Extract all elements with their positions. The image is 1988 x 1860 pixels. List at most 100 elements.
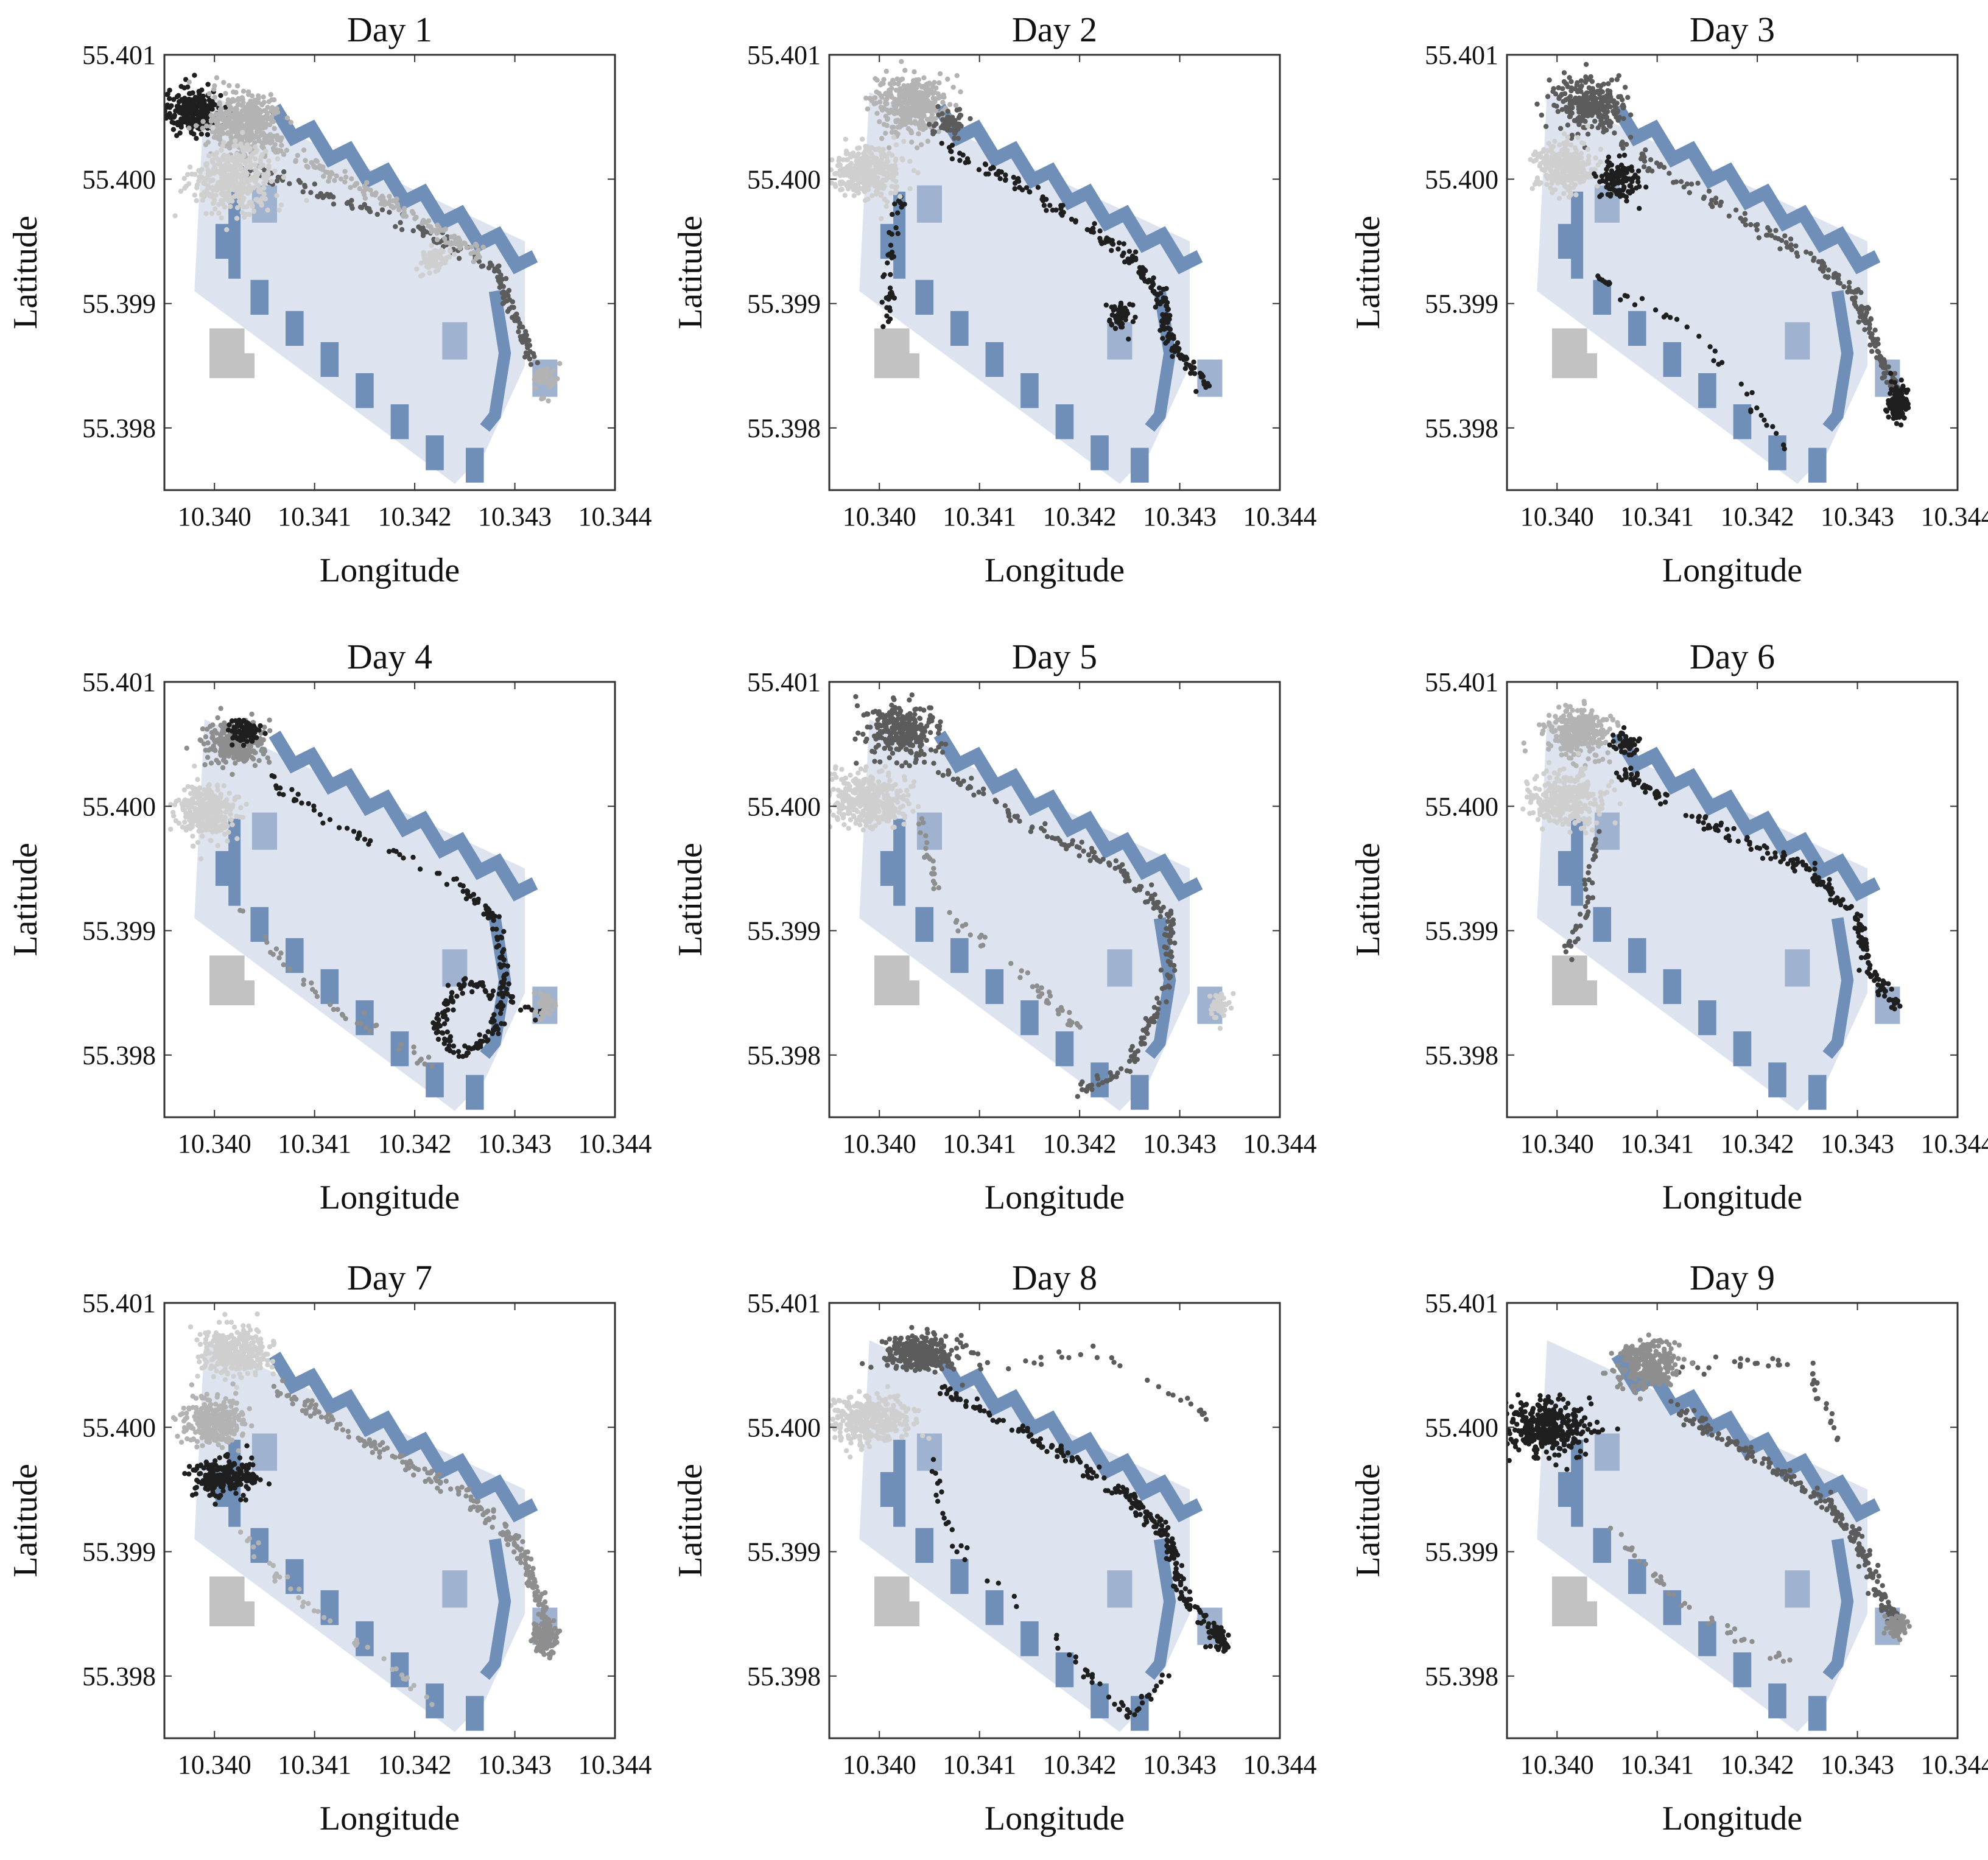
position-point <box>232 194 237 199</box>
position-point <box>490 926 496 932</box>
plot-area <box>164 72 563 484</box>
position-point <box>1571 184 1576 191</box>
position-point <box>895 231 901 236</box>
position-point <box>1103 302 1109 308</box>
position-point <box>445 983 451 988</box>
position-point <box>919 91 925 96</box>
position-point <box>426 218 432 223</box>
position-point <box>314 994 320 999</box>
position-point <box>234 723 240 729</box>
position-point <box>313 164 318 170</box>
position-point <box>178 83 184 89</box>
position-point <box>201 801 207 807</box>
position-point <box>1169 348 1175 353</box>
x-axis-label: Longitude <box>320 1179 460 1216</box>
position-point <box>172 213 178 219</box>
position-point <box>1743 222 1749 228</box>
position-point <box>1850 295 1855 301</box>
position-point <box>1600 277 1605 283</box>
position-point <box>246 751 251 757</box>
pontoon-box <box>442 322 468 360</box>
position-point <box>205 754 211 760</box>
position-point <box>413 214 419 220</box>
position-point <box>1888 379 1894 384</box>
position-point <box>947 102 953 107</box>
position-point <box>272 125 277 132</box>
position-point <box>1712 348 1718 354</box>
position-point <box>1835 279 1841 286</box>
position-point <box>264 133 270 139</box>
x-tick-label: 10.344 <box>578 502 652 532</box>
position-point <box>269 178 274 184</box>
position-point <box>881 186 887 191</box>
position-point <box>1537 163 1542 169</box>
position-point <box>263 149 269 154</box>
position-point <box>1627 190 1633 196</box>
position-point <box>854 158 859 164</box>
position-point <box>842 192 848 198</box>
position-point <box>1109 321 1114 327</box>
position-point <box>1193 388 1199 395</box>
position-point <box>443 998 449 1003</box>
mooring-block <box>915 279 934 315</box>
position-point <box>912 104 918 110</box>
position-point <box>1556 96 1562 101</box>
position-point <box>1663 312 1669 318</box>
x-tick-label: 10.344 <box>1243 502 1317 532</box>
position-point <box>472 900 477 906</box>
position-point <box>200 119 206 124</box>
position-point <box>241 88 247 94</box>
position-point <box>952 135 957 141</box>
position-point <box>244 739 250 745</box>
position-point <box>1597 194 1603 199</box>
position-point <box>1069 216 1075 222</box>
position-point <box>236 749 242 756</box>
position-point <box>195 102 202 108</box>
position-point <box>932 99 938 105</box>
position-point <box>1688 181 1695 187</box>
position-point <box>994 171 999 177</box>
position-point <box>172 802 178 808</box>
position-point <box>1583 74 1589 80</box>
position-point <box>241 195 247 201</box>
position-point <box>306 801 311 807</box>
position-point <box>228 204 233 209</box>
position-point <box>843 136 849 142</box>
position-point <box>345 200 351 205</box>
position-point <box>954 73 960 79</box>
position-point <box>1643 147 1648 153</box>
x-tick-label: 10.343 <box>1821 502 1894 532</box>
position-point <box>1603 172 1609 177</box>
position-point <box>169 119 175 125</box>
position-point <box>185 84 191 90</box>
position-point <box>339 1011 345 1017</box>
position-point <box>504 290 510 296</box>
position-point <box>504 986 510 992</box>
position-point <box>503 276 509 281</box>
position-point <box>491 268 497 274</box>
position-point <box>497 955 503 961</box>
position-point <box>220 192 225 197</box>
position-point <box>232 138 238 144</box>
panel-title: Day 4 <box>347 637 432 676</box>
y-tick-label: 55.399 <box>82 916 156 946</box>
position-point <box>923 108 929 114</box>
position-point <box>949 156 955 162</box>
position-point <box>358 1020 364 1027</box>
position-point <box>1589 113 1595 118</box>
position-point <box>386 849 392 854</box>
position-point <box>891 135 897 140</box>
position-point <box>495 1027 501 1032</box>
zigzag-pier <box>1611 104 1881 275</box>
position-point <box>1047 203 1053 208</box>
position-point <box>1536 181 1542 187</box>
position-point <box>374 1022 379 1028</box>
position-point <box>212 83 217 89</box>
position-point <box>1551 102 1557 108</box>
position-point <box>272 168 278 174</box>
position-point <box>1605 88 1610 94</box>
position-point <box>1556 85 1561 91</box>
position-point <box>455 235 462 241</box>
position-point <box>1561 191 1567 197</box>
position-point <box>387 194 392 199</box>
